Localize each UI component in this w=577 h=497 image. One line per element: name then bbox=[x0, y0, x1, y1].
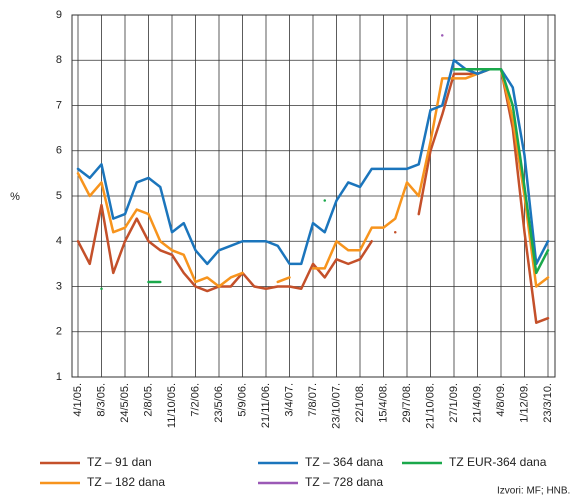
y-tick-label: 8 bbox=[56, 54, 62, 66]
legend-label: TZ – 91 dan bbox=[87, 455, 152, 469]
y-tick-label: 4 bbox=[56, 235, 62, 247]
x-tick-label: 23/5/06. bbox=[213, 383, 225, 423]
source: Izvori: MF; HNB. bbox=[497, 486, 570, 497]
legend-label: TZ – 728 dana bbox=[305, 475, 383, 489]
y-tick-label: 5 bbox=[56, 190, 62, 202]
x-tick-label: 29/7/08. bbox=[401, 383, 413, 423]
y-tick-label: 6 bbox=[56, 145, 62, 157]
series-line bbox=[76, 68, 550, 288]
y-tick-label: 1 bbox=[56, 371, 62, 383]
x-tick-label: 21/11/06. bbox=[260, 383, 272, 428]
x-tick-label: 23/3/10. bbox=[542, 383, 554, 423]
y-tick-label: 7 bbox=[56, 99, 62, 111]
x-tick-label: 3/4/07. bbox=[283, 383, 295, 417]
x-tick-label: 21/4/09. bbox=[471, 383, 483, 423]
x-tick-label: 15/4/08. bbox=[377, 383, 389, 423]
x-tick-label: 7/2/06. bbox=[189, 383, 201, 417]
x-tick-label: 22/1/08. bbox=[354, 383, 366, 423]
x-tick-label: 27/1/09. bbox=[448, 383, 460, 423]
x-tick-label: 4/8/09. bbox=[495, 383, 507, 417]
x-tick-label: 8/3/05. bbox=[95, 383, 107, 417]
y-tick-label: 2 bbox=[56, 326, 62, 338]
x-tick-label: 7/8/07. bbox=[307, 383, 319, 417]
x-tick-label: 11/10/05. bbox=[166, 383, 178, 428]
series-line bbox=[76, 59, 550, 266]
legend-label: TZ EUR-364 dana bbox=[449, 455, 547, 469]
x-tick-label: 24/5/05. bbox=[119, 383, 131, 423]
y-tick-label: 9 bbox=[56, 9, 62, 21]
y-axis-label: % bbox=[10, 191, 20, 203]
y-tick-label: 3 bbox=[56, 280, 62, 292]
legend-label: TZ – 182 dana bbox=[87, 475, 165, 489]
x-tick-label: 2/8/05. bbox=[142, 383, 154, 417]
x-tick-label: 5/9/06. bbox=[236, 383, 248, 417]
x-tick-label: 21/10/08. bbox=[424, 383, 436, 429]
legend-label: TZ – 364 dana bbox=[305, 455, 383, 469]
x-tick-label: 1/12/09. bbox=[518, 383, 530, 423]
x-tick-label: 23/10/07. bbox=[330, 383, 342, 429]
series-line bbox=[100, 68, 550, 291]
x-tick-label: 4/1/05. bbox=[72, 383, 84, 417]
